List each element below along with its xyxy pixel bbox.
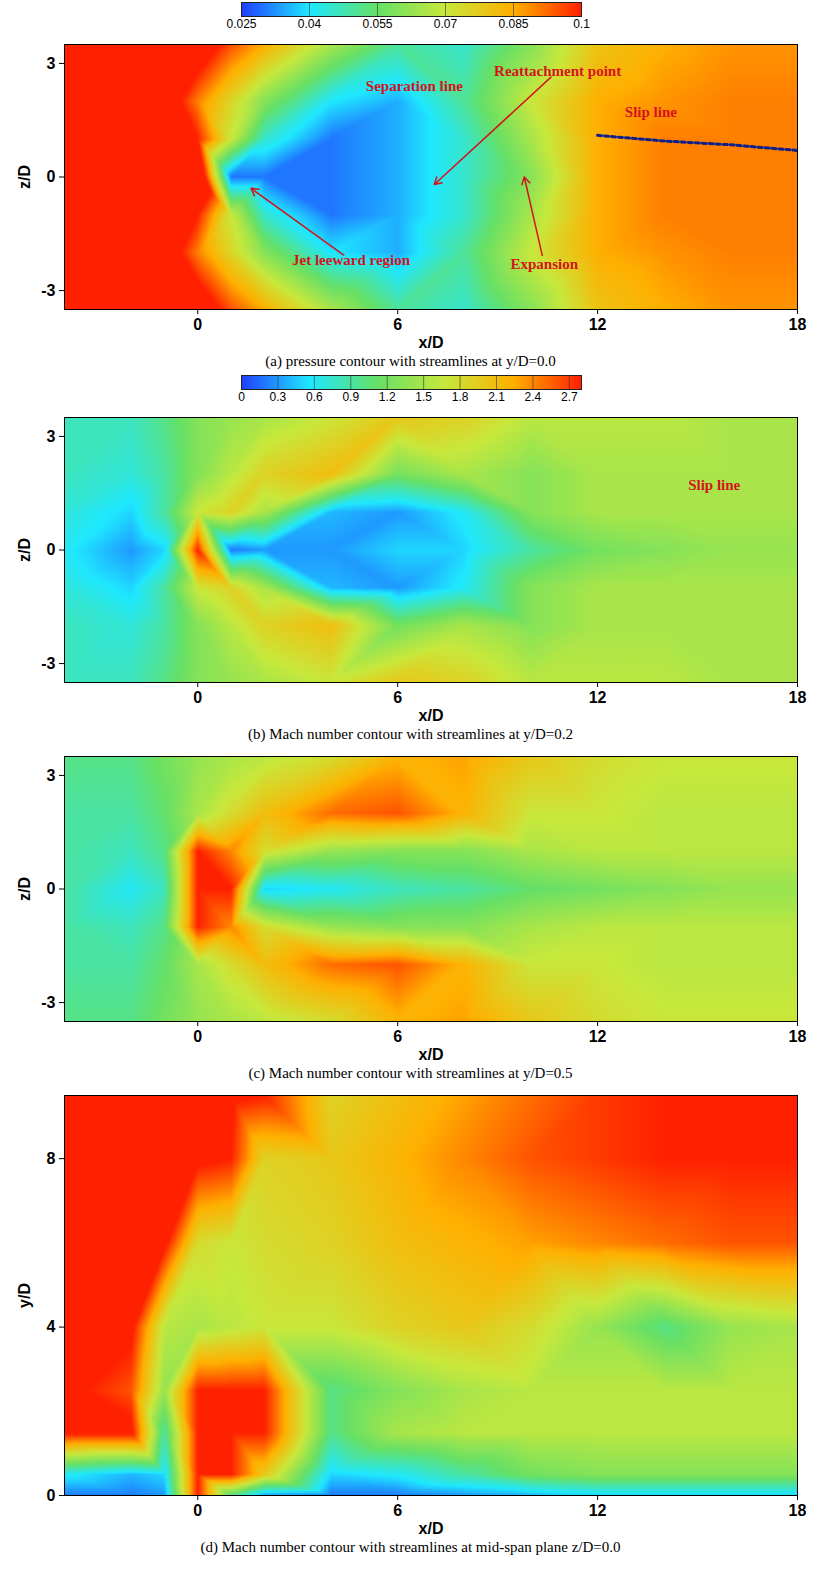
svg-text:6: 6 [393,689,402,706]
svg-text:8: 8 [47,1150,56,1167]
svg-text:x/D: x/D [419,1046,444,1063]
svg-text:0.055: 0.055 [362,17,392,31]
svg-text:0: 0 [193,689,202,706]
svg-text:6: 6 [393,1502,402,1519]
svg-text:18: 18 [789,316,807,333]
svg-text:z/D: z/D [16,538,33,562]
svg-text:0.025: 0.025 [226,17,256,31]
svg-text:12: 12 [589,689,607,706]
svg-text:y/D: y/D [16,1283,33,1308]
svg-text:4: 4 [47,1318,56,1335]
svg-text:Expansion: Expansion [511,256,579,272]
svg-text:0.9: 0.9 [342,390,359,404]
svg-text:3: 3 [47,55,56,72]
svg-text:1.5: 1.5 [415,390,432,404]
svg-text:0.085: 0.085 [498,17,528,31]
svg-text:0.04: 0.04 [297,17,321,31]
html-text:(a) pressure contour with stre: (a) pressure contour with streamlines at… [265,353,556,369]
svg-text:x/D: x/D [419,1520,444,1537]
svg-text:1.8: 1.8 [451,390,468,404]
svg-text:6: 6 [393,316,402,333]
svg-text:12: 12 [589,316,607,333]
svg-text:0: 0 [238,390,245,404]
svg-text:x/D: x/D [419,707,444,724]
svg-text:6: 6 [393,1028,402,1045]
svg-text:Reattachment point: Reattachment point [494,63,621,79]
svg-text:12: 12 [589,1028,607,1045]
svg-text:1.2: 1.2 [378,390,395,404]
svg-text:3: 3 [47,428,56,445]
html-text:(d) Mach number contour with s: (d) Mach number contour with streamlines… [200,1539,621,1555]
html-text:(b) Mach number contour with s: (b) Mach number contour with streamlines… [248,726,573,742]
svg-text:18: 18 [789,689,807,706]
svg-text:z/D: z/D [16,877,33,901]
svg-text:0: 0 [47,880,56,897]
svg-text:0: 0 [47,1487,56,1504]
svg-text:0: 0 [193,1502,202,1519]
svg-text:-3: -3 [41,994,55,1011]
svg-text:0: 0 [47,541,56,558]
html-text:(c) Mach number contour with s: (c) Mach number contour with streamlines… [248,1065,573,1081]
svg-text:18: 18 [789,1028,807,1045]
svg-text:0.6: 0.6 [306,390,323,404]
svg-text:Slip line: Slip line [688,477,740,493]
svg-text:-3: -3 [41,282,55,299]
svg-text:2.1: 2.1 [488,390,505,404]
svg-text:0.3: 0.3 [269,390,286,404]
svg-text:0: 0 [47,168,56,185]
svg-text:2.7: 2.7 [561,390,578,404]
svg-text:0.1: 0.1 [573,17,590,31]
svg-text:18: 18 [789,1502,807,1519]
svg-text:2.4: 2.4 [524,390,541,404]
svg-text:z/D: z/D [16,165,33,189]
svg-text:Separation line: Separation line [366,78,463,94]
svg-text:12: 12 [589,1502,607,1519]
svg-text:Jet leeward region: Jet leeward region [292,252,411,268]
svg-text:3: 3 [47,767,56,784]
svg-text:0: 0 [193,316,202,333]
svg-text:x/D: x/D [419,334,444,351]
svg-text:Slip line: Slip line [625,104,677,120]
svg-text:0: 0 [193,1028,202,1045]
svg-text:-3: -3 [41,655,55,672]
svg-text:0.07: 0.07 [433,17,457,31]
